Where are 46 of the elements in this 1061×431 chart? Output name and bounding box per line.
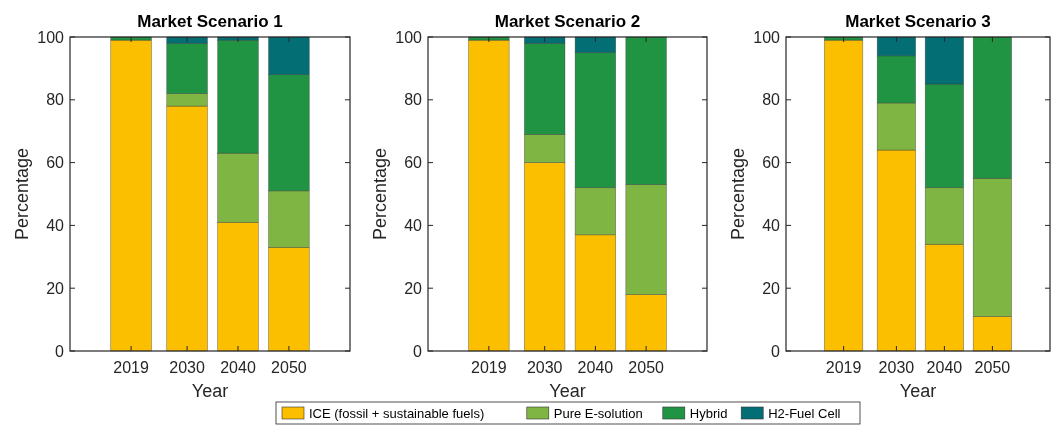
y-tick-label: 20 [762,279,781,297]
y-tick-label: 60 [404,154,423,172]
y-tick-label: 20 [404,279,423,297]
x-tick-label: 2019 [825,359,862,376]
bar [824,39,864,352]
x-tick-label: 2040 [577,359,614,376]
y-tick-label: 80 [762,91,781,109]
chart-title: Market Scenario 3 [845,12,991,31]
y-tick-label: 100 [753,28,781,46]
y-axis-title: Percentage [728,147,748,241]
x-axis-title: Year [191,381,229,401]
x-tick-label: 2050 [271,359,307,376]
bar [110,39,152,352]
y-tick-label: 40 [404,217,423,234]
y-tick-label: 60 [46,154,65,172]
y-tick-label: 0 [413,342,423,360]
x-tick-label: 2030 [878,359,915,376]
x-tick-label: 2050 [974,359,1011,376]
x-tick-label: 2030 [169,359,205,376]
x-tick-label: 2030 [526,359,563,376]
y-tick-label: 20 [46,279,65,297]
x-tick-label: 2040 [926,359,963,376]
y-tick-label: 40 [46,217,65,234]
y-tick-label: 100 [37,28,65,46]
legend-label: Hybrid [689,406,728,421]
x-tick-label: 2019 [471,359,507,376]
y-tick-label: 80 [404,91,423,109]
y-tick-label: 80 [46,91,65,109]
y-tick-label: 0 [771,342,781,360]
chart-title: Market Scenario 1 [137,12,283,31]
y-tick-label: 40 [762,217,781,234]
y-tick-label: 100 [395,28,423,46]
x-tick-label: 2050 [628,359,665,376]
y-axis-title: Percentage [370,147,390,241]
bar [468,39,510,352]
x-axis-title: Year [549,381,586,401]
x-tick-label: 2040 [220,359,256,376]
chart-title: Market Scenario 2 [494,12,641,31]
y-axis-title: Percentage [12,147,32,241]
legend-label: H2-Fuel Cell [768,406,841,421]
x-tick-label: 2019 [113,359,149,376]
x-axis-title: Year [899,381,937,401]
y-tick-label: 0 [55,342,65,360]
legend-label: Pure E-solution [553,406,643,421]
y-tick-label: 60 [762,154,781,172]
legend-label: ICE (fossil + sustainable fuels) [309,406,485,421]
